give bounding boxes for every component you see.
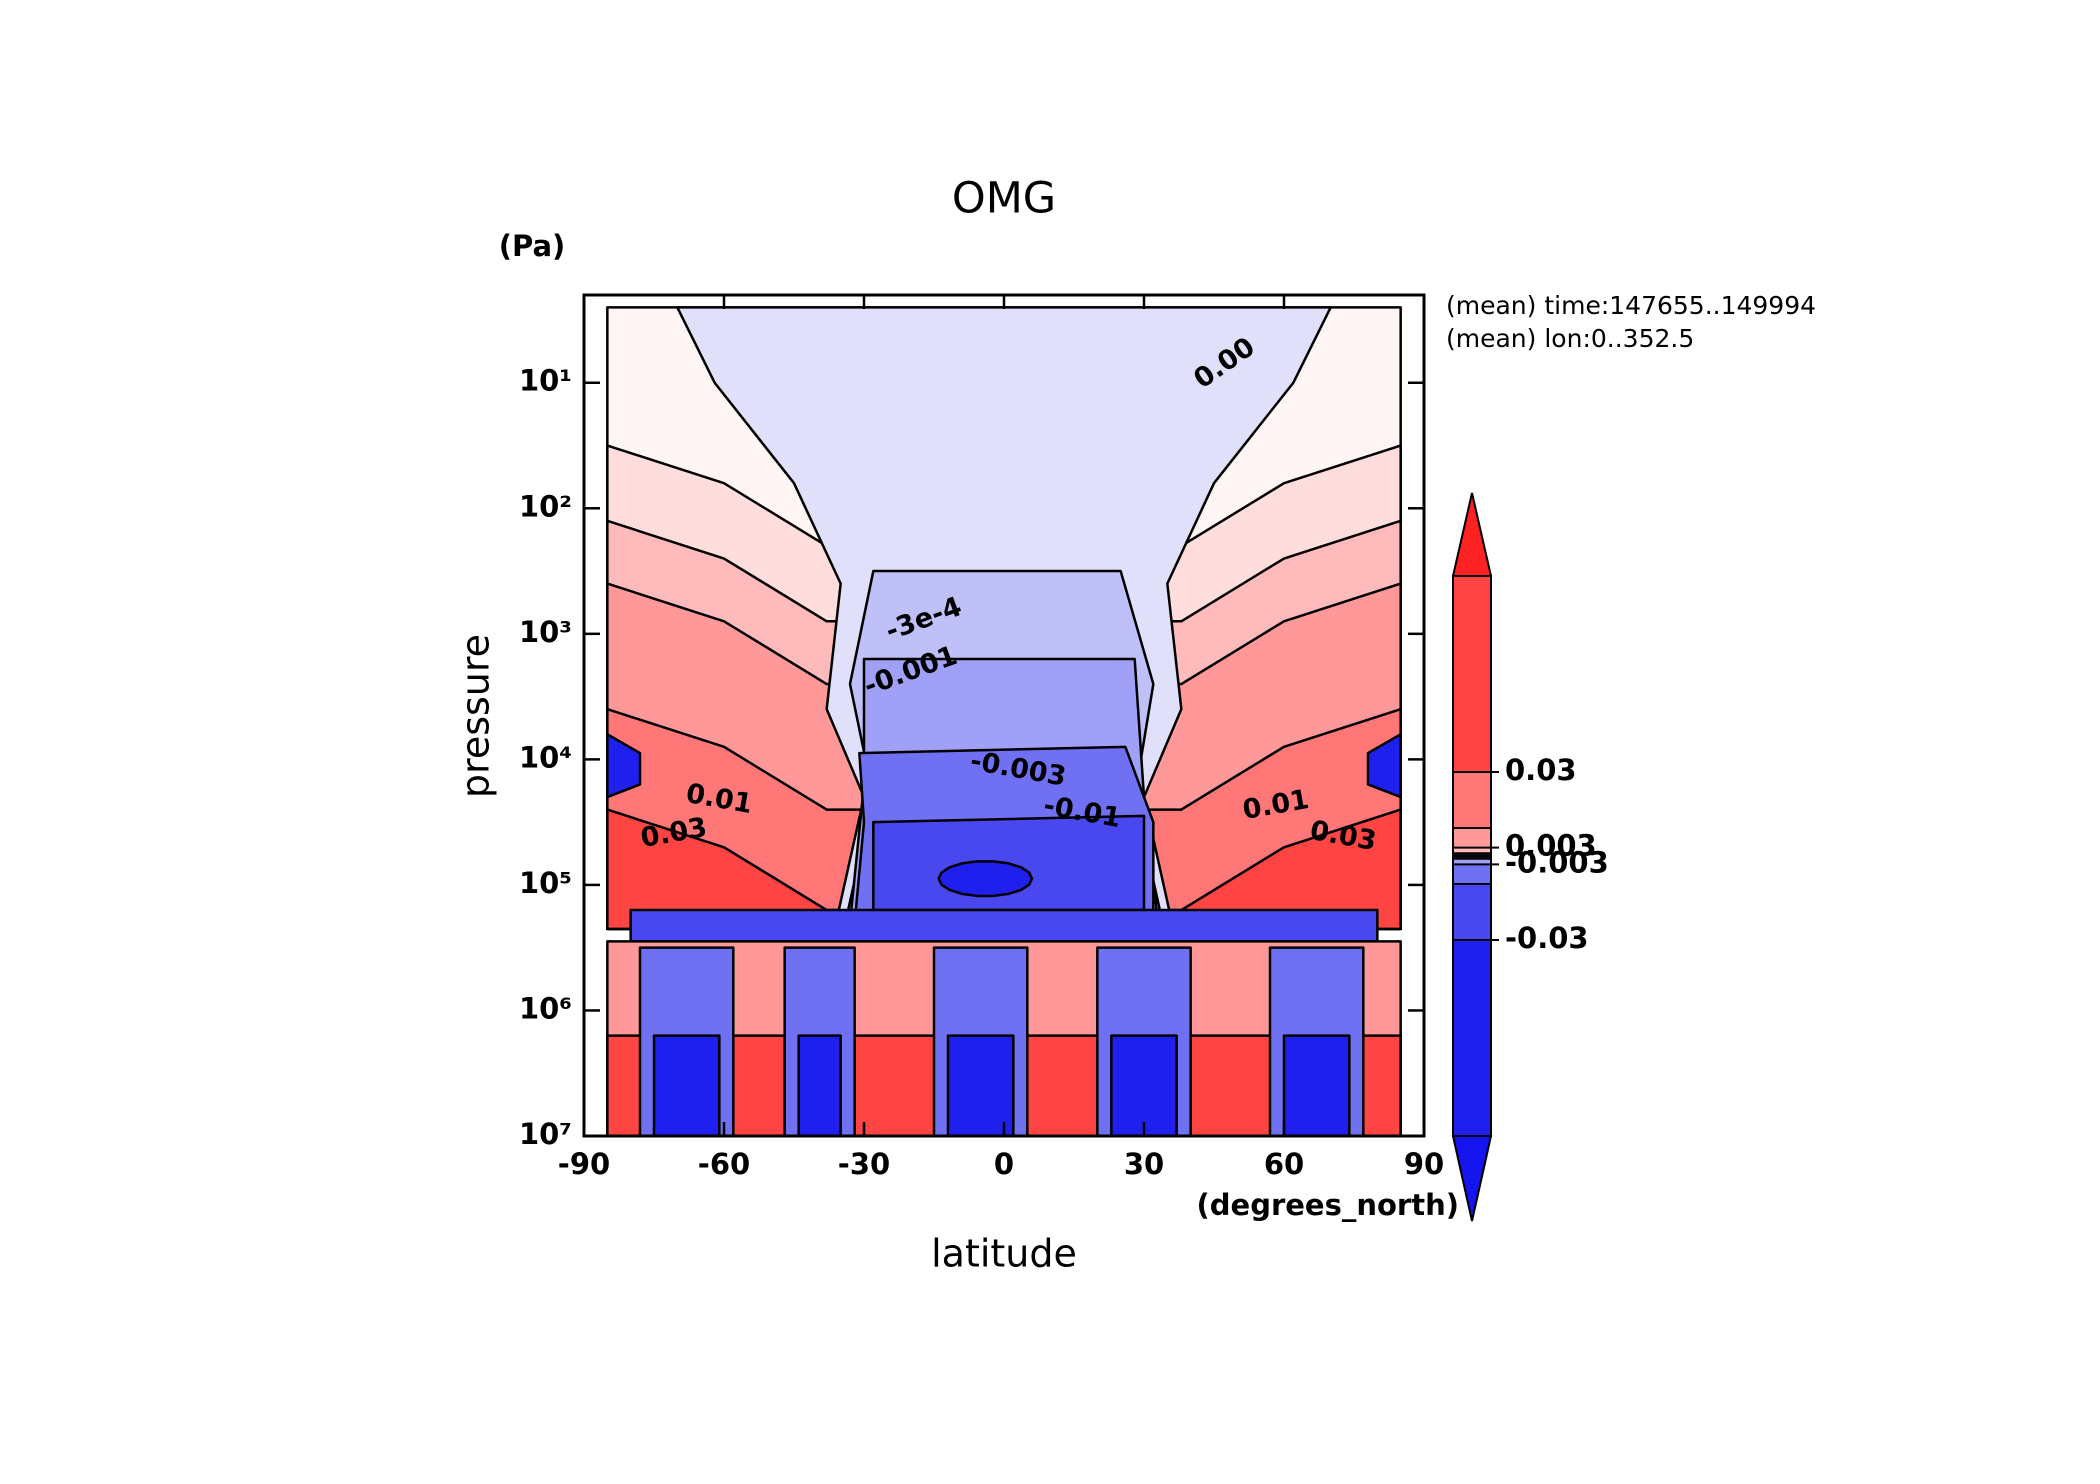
- y-tick-label: 10²: [519, 489, 572, 523]
- x-tick-label: -90: [558, 1147, 610, 1181]
- x-units: (degrees_north): [1197, 1188, 1459, 1222]
- colorbar-tick-label: -0.03: [1505, 921, 1589, 955]
- colorbar-extend: [1451, 492, 1493, 577]
- colorbar-segment: [1453, 884, 1491, 940]
- chart-title: OMG: [952, 174, 1056, 224]
- colorbar-tick-label: 0.03: [1505, 753, 1577, 787]
- x-tick-label: 60: [1264, 1147, 1304, 1181]
- contour-region: [937, 860, 1034, 898]
- contour-region: [606, 733, 642, 799]
- note: (mean) lon:0..352.5: [1446, 324, 1694, 353]
- colorbar-segment: [1453, 858, 1491, 865]
- y-units: (Pa): [499, 229, 566, 263]
- contour-region: [946, 1034, 1015, 1138]
- y-tick-label: 10¹: [519, 364, 572, 398]
- colorbar-tick-label: -0.003: [1505, 845, 1609, 879]
- x-tick-label: 30: [1124, 1147, 1164, 1181]
- y-tick-label: 10⁶: [519, 991, 572, 1025]
- colorbar-segment: [1453, 576, 1491, 772]
- x-tick-label: 0: [994, 1147, 1014, 1181]
- colorbar-segment: [1453, 828, 1491, 848]
- contour-region: [652, 1034, 721, 1138]
- colorbar-frame: [1452, 575, 1492, 1137]
- y-tick-label: 10⁷: [519, 1117, 572, 1151]
- contour-region: [1282, 1034, 1351, 1138]
- colorbar-segment: [1453, 772, 1491, 828]
- colorbar-segment: [1453, 847, 1491, 854]
- y-axis-label: pressure: [454, 634, 498, 798]
- contour-region: [1366, 733, 1402, 799]
- contour-region: [1110, 1034, 1178, 1138]
- y-tick-label: 10³: [519, 615, 572, 649]
- colorbar-segment: [1453, 940, 1491, 1136]
- contour-region: [797, 1034, 842, 1138]
- x-tick-label: -60: [698, 1147, 750, 1181]
- x-axis-label: latitude: [931, 1232, 1077, 1276]
- y-tick-label: 10⁵: [519, 866, 572, 900]
- x-tick-label: 90: [1404, 1147, 1444, 1181]
- colorbar-segment: [1453, 864, 1491, 884]
- y-tick-label: 10⁴: [519, 740, 572, 774]
- note: (mean) time:147655..149994: [1446, 291, 1816, 320]
- colorbar-tick-label: 0.003: [1505, 829, 1597, 863]
- contour-region: [629, 908, 1379, 943]
- x-tick-label: -30: [838, 1147, 890, 1181]
